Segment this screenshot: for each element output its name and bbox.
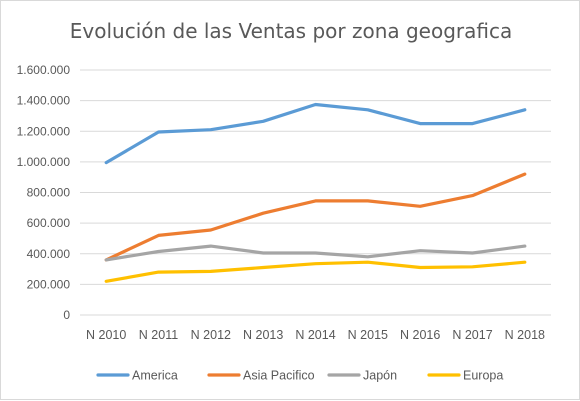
legend-label: Japón (363, 369, 397, 383)
y-axis-ticks: 0 200.000 400.000 600.000 800.000 1.000.000 1.… (17, 63, 71, 322)
x-tick-label: N 2010 (86, 328, 126, 342)
x-axis-ticks: N 2010 N 2011 N 2012 N 2013 N 2014 N 2015 N 20… (86, 328, 545, 342)
x-tick-label: N 2013 (243, 328, 283, 342)
y-tick-label: 1.000.000 (17, 155, 71, 169)
x-tick-label: N 2012 (191, 328, 231, 342)
y-tick-label: 1.600.000 (17, 63, 71, 77)
y-tick-label: 400.000 (27, 247, 71, 261)
x-tick-label: N 2017 (452, 328, 492, 342)
series-line-america (104, 102, 527, 165)
series-line-europa (104, 260, 527, 283)
y-tick-label: 800.000 (27, 186, 71, 200)
x-tick-label: N 2016 (400, 328, 440, 342)
x-tick-label: N 2011 (139, 328, 178, 342)
y-tick-label: 600.000 (27, 216, 71, 230)
y-tick-label: 1.400.000 (17, 94, 71, 108)
legend-label: America (132, 369, 178, 383)
legend-label: Europa (463, 369, 503, 383)
y-tick-label: 0 (63, 308, 70, 322)
series-lines (104, 102, 527, 283)
chart-title: Evolución de las Ventas por zona geograf… (69, 19, 513, 43)
y-tick-label: 1.200.000 (17, 124, 71, 138)
x-tick-label: N 2018 (505, 328, 545, 342)
x-tick-label: N 2015 (348, 328, 388, 342)
series-line-jap-n (104, 244, 527, 262)
legend-label: Asia Pacifico (243, 369, 315, 383)
y-tick-label: 200.000 (27, 277, 71, 291)
series-line-asia-pacifico (104, 172, 527, 262)
legend: America Asia Pacifico Japón Europa (96, 369, 503, 383)
x-tick-label: N 2014 (295, 328, 335, 342)
